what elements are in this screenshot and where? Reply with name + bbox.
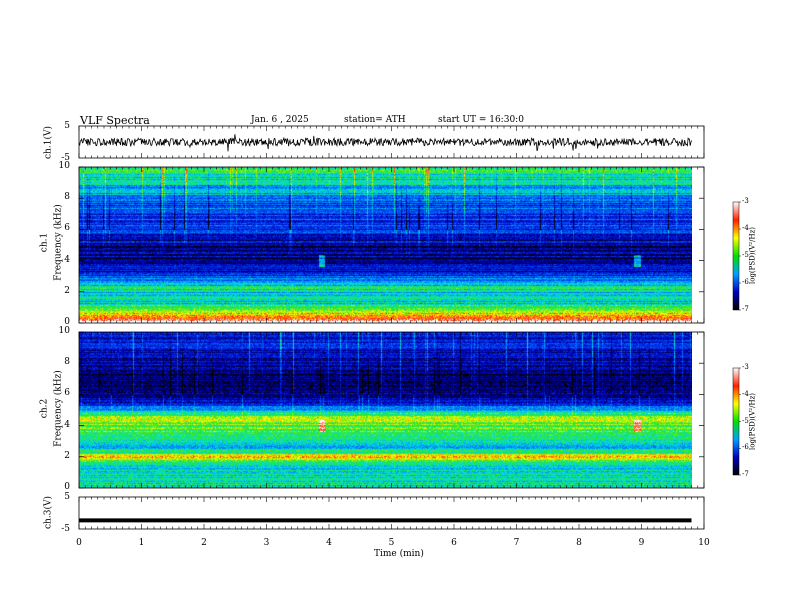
- ch1-spec-ylabel-ch: ch.1: [39, 232, 50, 253]
- colorbar-ch2: [732, 367, 740, 476]
- colorbar-label-ch2: log(PSD)(V²/Hz): [748, 393, 757, 450]
- xtick-label: 4: [326, 538, 332, 548]
- waveforms: [78, 134, 692, 523]
- ytick-label-ch1_spec: 8: [64, 192, 70, 203]
- xtick-label: 7: [513, 538, 520, 548]
- ch2-spec-ylabel-freq: Frequency (kHz): [53, 370, 64, 447]
- ytick-label-ch1_spec: 4: [64, 254, 70, 265]
- colorbar-tick-label: -3: [742, 197, 749, 205]
- xtick-label: 10: [698, 538, 710, 548]
- xtick-label: 8: [576, 538, 582, 548]
- colorbar-tick-label: -6: [742, 443, 749, 452]
- ytick-label-ch2_spec: 2: [64, 450, 70, 461]
- xtick-label: 5: [388, 538, 395, 548]
- ytick-label-ch3_wave-top: 5: [64, 492, 70, 502]
- date-label: Jan. 6 , 2025: [251, 115, 309, 125]
- ch1-spec-ylabel-freq: Frequency (kHz): [53, 204, 64, 281]
- xtick-label: 9: [638, 538, 645, 548]
- x-axis-label: Time (min): [374, 549, 424, 559]
- ytick-label-ch1_spec: 10: [58, 161, 70, 171]
- colorbar-tick-label: -5: [742, 416, 749, 425]
- colorbar-tick-label: -7: [742, 305, 749, 313]
- xtick-label: 6: [451, 538, 457, 548]
- colorbar-tick-label: -6: [742, 278, 749, 286]
- colorbar-tick-label: -4: [742, 389, 749, 398]
- axis-ticks: [78, 126, 741, 529]
- xtick-label: 1: [138, 538, 145, 548]
- ytick-label-ch1_spec: 2: [64, 285, 70, 296]
- ytick-label-ch1_spec: 6: [64, 223, 70, 234]
- figure-title: VLF Spectra: [80, 114, 150, 127]
- colorbar-label-ch1: log(PSD)(V²/Hz): [748, 227, 757, 284]
- spectrogram-images: [79, 167, 692, 488]
- ytick-label-ch2_spec: 6: [64, 388, 70, 399]
- xtick-label: 0: [76, 538, 82, 548]
- ch2-spectrogram: [79, 332, 692, 488]
- ytick-label-ch1_wave-bottom: -5: [61, 153, 70, 163]
- ytick-label-ch1_wave-top: 5: [64, 121, 70, 131]
- colorbar-ch1: [732, 201, 740, 311]
- colorbar-tick-label: -3: [742, 363, 749, 371]
- colorbar-tick-label: -5: [742, 251, 749, 259]
- ytick-label-ch2_spec: 0: [64, 482, 70, 492]
- ytick-label-ch2_spec: 10: [58, 326, 70, 336]
- ch1-wave-ylabel: ch.1(V): [43, 126, 54, 159]
- ytick-label-ch3_wave-bottom: -5: [61, 524, 70, 534]
- ytick-label-ch1_spec: 0: [64, 317, 70, 327]
- ch2-spec-ylabel-ch: ch.2: [39, 398, 50, 419]
- xtick-label: 3: [263, 538, 270, 548]
- xtick-label: 2: [201, 538, 207, 548]
- ch1-waveform-line: [78, 134, 692, 152]
- colorbar-tick-label: -7: [742, 470, 749, 478]
- ytick-label-ch2_spec: 4: [64, 419, 70, 430]
- ch1-spectrogram: [79, 167, 692, 323]
- colorbar-tick-label: -4: [742, 224, 749, 232]
- station-label: station= ATH: [344, 115, 406, 125]
- ch3-wave-ylabel: ch.3(V): [43, 496, 54, 529]
- ytick-label-ch2_spec: 8: [64, 357, 70, 368]
- start-ut-label: start UT = 16:30:0: [438, 115, 524, 125]
